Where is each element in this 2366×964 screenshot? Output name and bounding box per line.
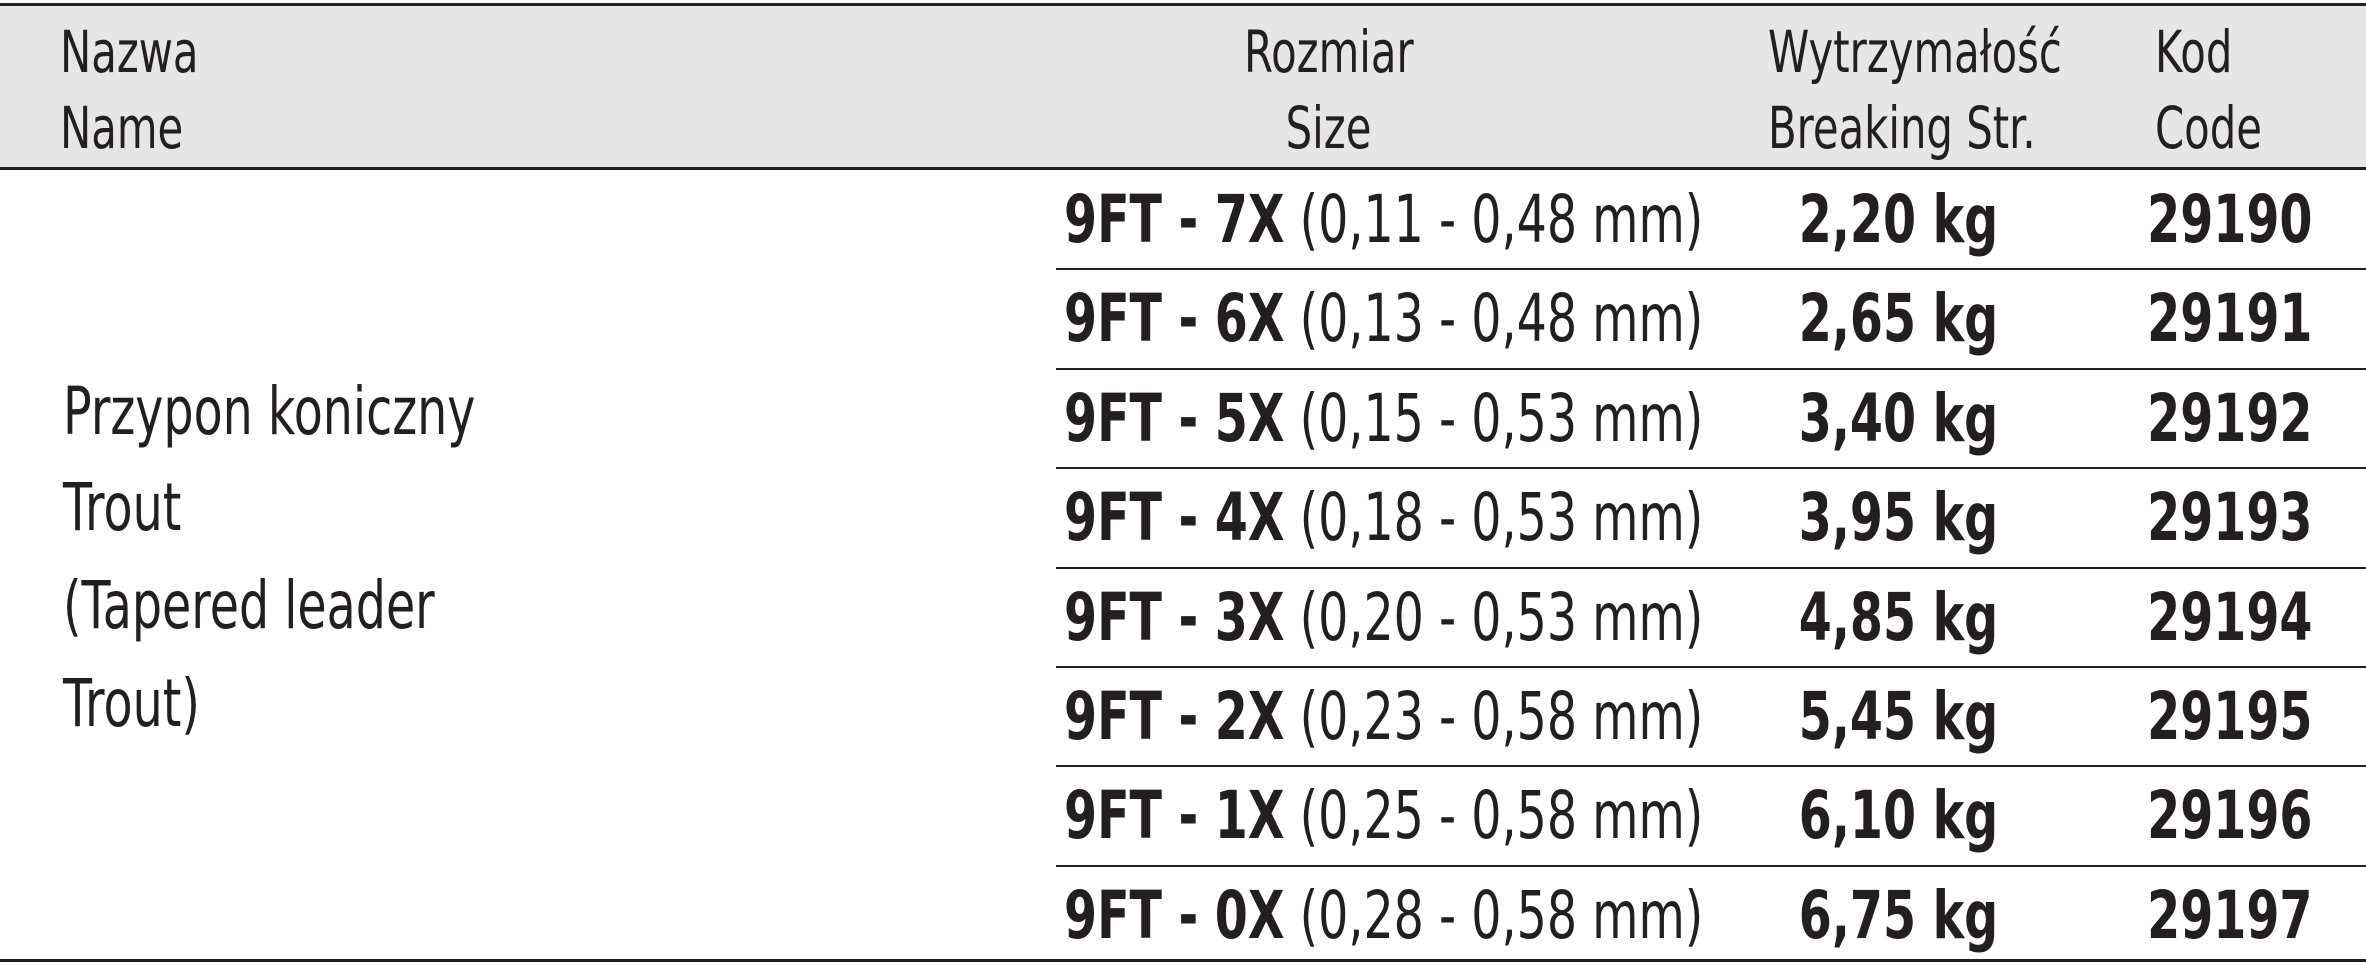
strength-cell: 6,10 kg [1698, 766, 2098, 865]
product-line: Przypon koniczny [63, 373, 476, 450]
header-en-cell: Size [1029, 90, 1629, 166]
code-cell: 29190 [2030, 170, 2366, 269]
size-text: 9FT - 5X (0,15 - 0,53 mm) [1064, 369, 1703, 468]
size-code: 9FT - 2X [1064, 678, 1285, 755]
size-text: 9FT - 7X (0,11 - 0,48 mm) [1064, 170, 1703, 269]
strength: 3,95 kg [1798, 479, 1998, 557]
size-text: 9FT - 6X (0,13 - 0,48 mm) [1064, 269, 1703, 368]
strength: 6,75 kg [1798, 876, 1998, 954]
size-code: 9FT - 7X [1064, 181, 1285, 258]
header-en-cell: Code [2155, 90, 2303, 166]
strength-cell: 2,65 kg [1698, 269, 2098, 368]
size-text: 9FT - 2X (0,23 - 0,58 mm) [1064, 667, 1703, 766]
code: 29194 [2147, 578, 2313, 656]
strength: 6,10 kg [1798, 777, 1998, 855]
row-rule [1056, 765, 2366, 768]
code: 29196 [2147, 777, 2313, 855]
strength-cell: 3,40 kg [1698, 369, 2098, 468]
size-range: (0,23 - 0,58 mm) [1299, 678, 1704, 755]
product-line: Trout [63, 469, 182, 546]
code-cell: 29192 [2030, 369, 2366, 468]
product-line: (Tapered leader [63, 567, 435, 644]
header-en: Breaking Str. [1768, 94, 2036, 162]
size-cell: 9FT - 2X (0,23 - 0,58 mm) [1064, 667, 1952, 766]
code: 29193 [2147, 479, 2313, 557]
strength: 3,40 kg [1798, 379, 1998, 457]
size-code: 9FT - 0X [1064, 876, 1285, 954]
size-range: (0,20 - 0,53 mm) [1299, 578, 1704, 656]
header-pl: Rozmiar [1244, 18, 1414, 86]
size-cell: 9FT - 6X (0,13 - 0,48 mm) [1064, 269, 1952, 368]
code-cell: 29195 [2030, 667, 2366, 766]
row-rule [1056, 864, 2366, 867]
header-band [0, 3, 2366, 170]
size-range: (0,18 - 0,53 mm) [1299, 479, 1704, 557]
size-cell: 9FT - 1X (0,25 - 0,58 mm) [1064, 766, 1952, 865]
code: 29192 [2147, 379, 2313, 457]
size-cell: 9FT - 4X (0,18 - 0,53 mm) [1064, 468, 1952, 567]
row-rule [1056, 268, 2366, 271]
strength: 2,20 kg [1798, 181, 1998, 258]
size-code: 9FT - 3X [1064, 578, 1285, 656]
header-en: Size [1286, 94, 1372, 162]
strength: 4,85 kg [1798, 578, 1998, 656]
size-range: (0,11 - 0,48 mm) [1299, 181, 1704, 258]
strength-cell: 2,20 kg [1698, 170, 2098, 269]
code: 29191 [2147, 280, 2313, 358]
header-en-cell: Breaking Str. [1768, 90, 2140, 166]
size-cell: 9FT - 5X (0,15 - 0,53 mm) [1064, 369, 1952, 468]
code-cell: 29196 [2030, 766, 2366, 865]
size-code: 9FT - 1X [1064, 777, 1285, 855]
size-text: 9FT - 1X (0,25 - 0,58 mm) [1064, 766, 1703, 865]
header-pl-cell: Wytrzymałość [1768, 14, 2176, 90]
size-code: 9FT - 5X [1064, 379, 1285, 457]
strength: 2,65 kg [1798, 280, 1998, 358]
header-en: Code [2155, 94, 2262, 162]
size-cell: 9FT - 3X (0,20 - 0,53 mm) [1064, 568, 1952, 667]
code-cell: 29193 [2030, 468, 2366, 567]
size-cell: 9FT - 0X (0,28 - 0,58 mm) [1064, 866, 1952, 964]
size-range: (0,15 - 0,53 mm) [1299, 379, 1704, 457]
size-code: 9FT - 4X [1064, 479, 1285, 557]
code: 29197 [2147, 876, 2313, 954]
product-line: Trout) [63, 665, 200, 742]
code-cell: 29194 [2030, 568, 2366, 667]
size-range: (0,25 - 0,58 mm) [1299, 777, 1704, 855]
header-pl: Kod [2155, 18, 2233, 86]
header-pl-cell: Nazwa [60, 14, 252, 90]
bottom-rule [0, 959, 2366, 962]
header-en: Name [60, 94, 184, 162]
product-line-cell: Przypon koniczny [63, 374, 636, 450]
strength-cell: 5,45 kg [1698, 667, 2098, 766]
row-rule [1056, 666, 2366, 668]
size-range: (0,13 - 0,48 mm) [1299, 280, 1704, 358]
code: 29195 [2147, 678, 2313, 755]
code-cell: 29197 [2030, 866, 2366, 964]
size-cell: 9FT - 7X (0,11 - 0,48 mm) [1064, 170, 1952, 269]
size-code: 9FT - 6X [1064, 280, 1285, 358]
strength-cell: 6,75 kg [1698, 866, 2098, 964]
product-line-cell: Trout) [63, 666, 253, 742]
strength: 5,45 kg [1798, 678, 1998, 755]
size-range: (0,28 - 0,58 mm) [1299, 876, 1704, 954]
header-pl: Nazwa [60, 18, 199, 86]
code-cell: 29191 [2030, 269, 2366, 368]
code: 29190 [2147, 181, 2313, 258]
header-pl-cell: Rozmiar [1029, 14, 1629, 90]
row-rule [1056, 367, 2366, 370]
product-line-cell: Trout [63, 470, 227, 546]
strength-cell: 3,95 kg [1698, 468, 2098, 567]
size-text: 9FT - 3X (0,20 - 0,53 mm) [1064, 568, 1703, 667]
row-rule [1056, 566, 2366, 569]
size-text: 9FT - 4X (0,18 - 0,53 mm) [1064, 468, 1703, 567]
size-text: 9FT - 0X (0,28 - 0,58 mm) [1064, 866, 1703, 964]
strength-cell: 4,85 kg [1698, 568, 2098, 667]
header-en-cell: Name [60, 90, 231, 166]
row-rule [1056, 467, 2366, 470]
header-pl-cell: Kod [2155, 14, 2262, 90]
product-line-cell: (Tapered leader [63, 568, 579, 644]
header-pl: Wytrzymałość [1768, 18, 2062, 86]
